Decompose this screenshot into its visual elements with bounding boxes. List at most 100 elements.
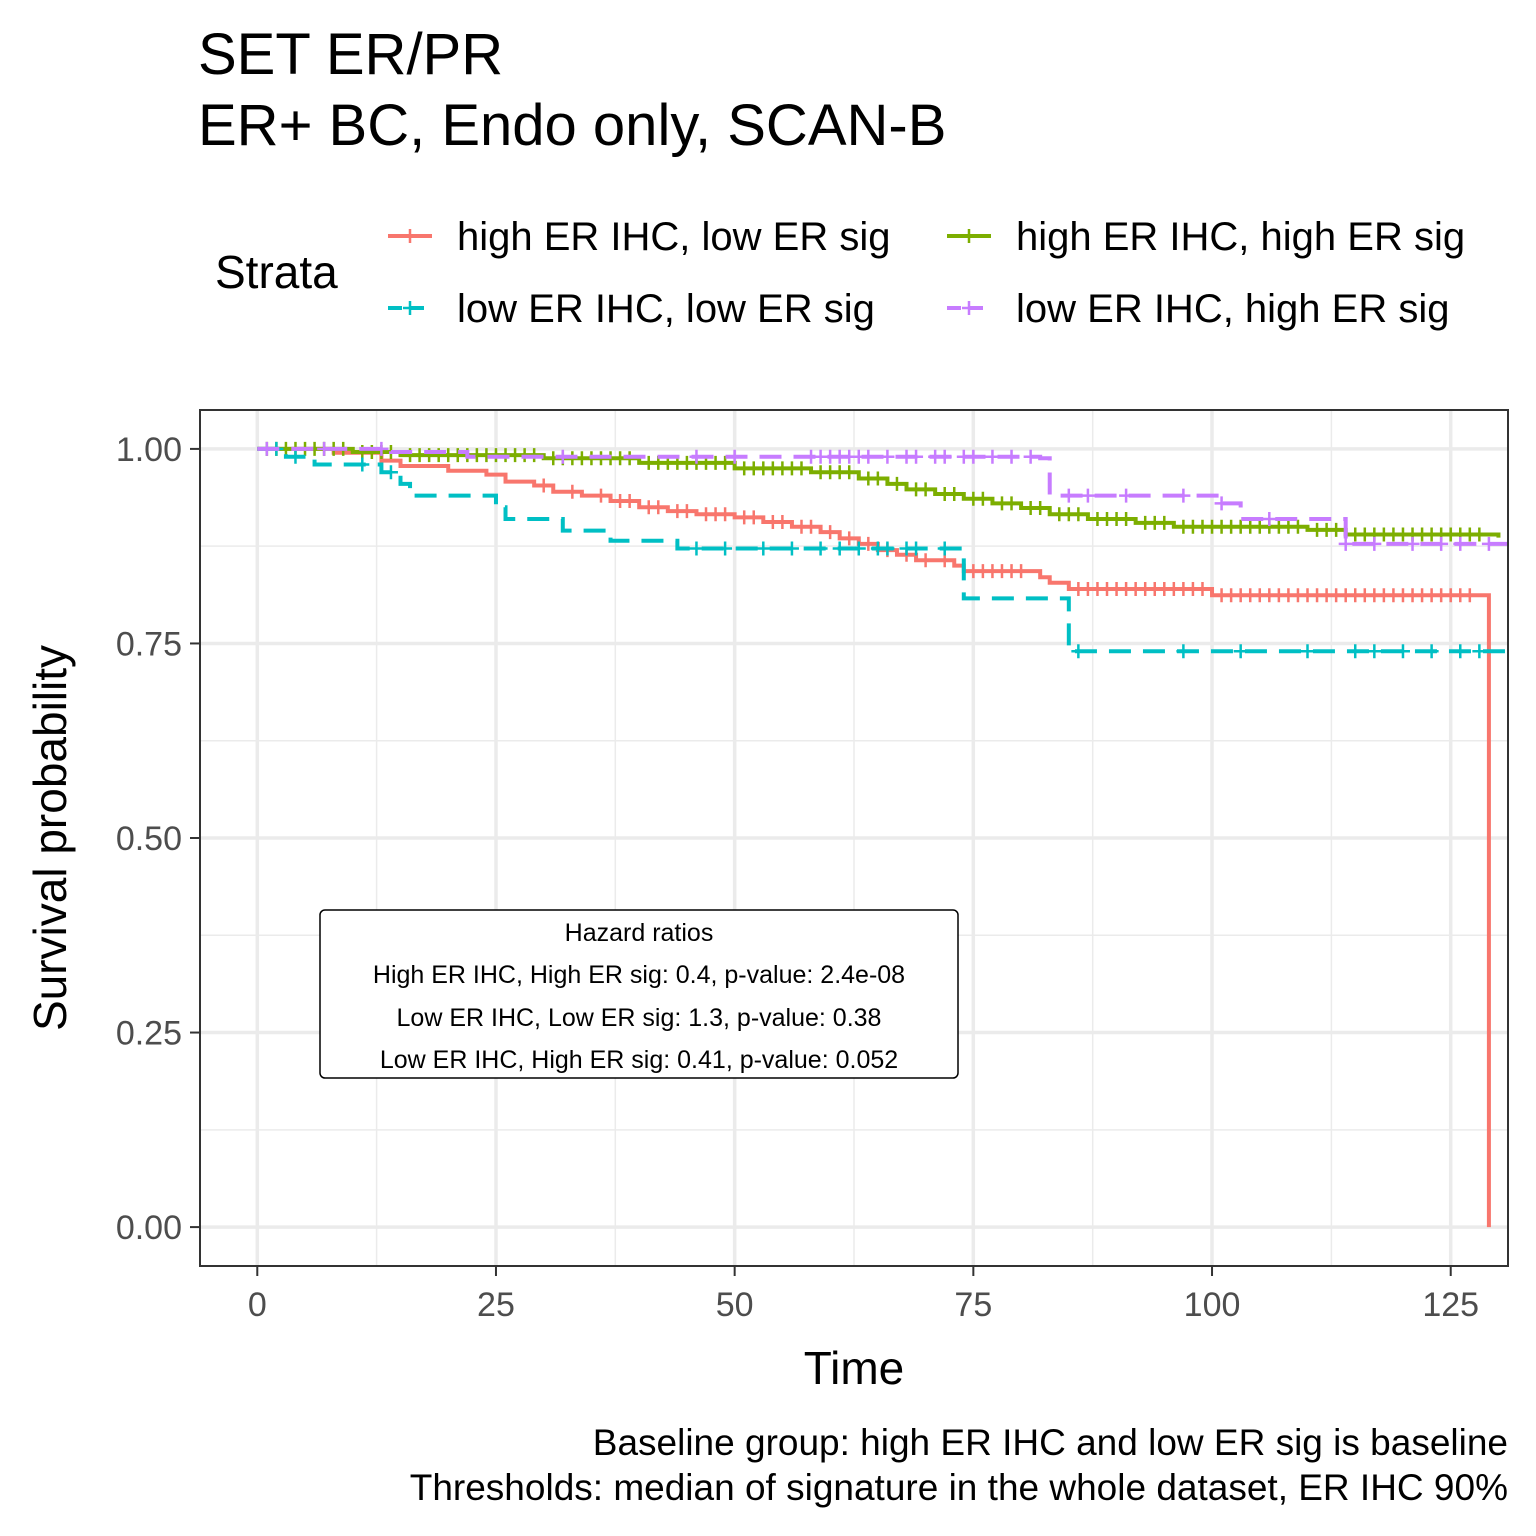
censor-mark bbox=[975, 491, 990, 506]
series-3 bbox=[257, 441, 1508, 551]
censor-mark bbox=[804, 519, 819, 534]
x-tick-label: 100 bbox=[1184, 1286, 1241, 1324]
legend-label: low ER IHC, high ER sig bbox=[1016, 287, 1449, 331]
censor-mark bbox=[784, 541, 799, 556]
censor-mark bbox=[1453, 644, 1468, 659]
y-axis: 0.00 0.25 0.50 0.75 1.00 bbox=[116, 431, 200, 1247]
censor-mark bbox=[718, 455, 733, 470]
legend: Strata high ER IHC, low ER sig high ER IH… bbox=[215, 215, 1465, 331]
series-layer bbox=[257, 441, 1508, 1228]
censor-mark bbox=[651, 500, 666, 515]
censor-mark bbox=[1481, 536, 1496, 551]
legend-label: low ER IHC, low ER sig bbox=[457, 287, 875, 331]
censor-mark bbox=[909, 449, 924, 464]
censor-mark bbox=[1004, 449, 1019, 464]
plot-panel bbox=[199, 409, 1509, 1267]
censor-mark bbox=[259, 441, 274, 456]
censor-mark bbox=[689, 541, 704, 556]
censor-mark bbox=[1300, 644, 1315, 659]
censor-mark bbox=[1472, 644, 1487, 659]
legend-label: high ER IHC, low ER sig bbox=[457, 215, 890, 259]
censor-mark bbox=[861, 449, 876, 464]
censor-mark bbox=[1195, 581, 1210, 596]
censor-mark bbox=[823, 525, 838, 540]
censor-mark bbox=[880, 541, 895, 556]
censor-mark bbox=[288, 449, 303, 464]
censor-mark bbox=[1434, 536, 1449, 551]
censor-mark bbox=[842, 465, 857, 480]
censor-mark bbox=[1004, 496, 1019, 511]
censor-mark bbox=[870, 471, 885, 486]
censor-mark bbox=[1061, 488, 1076, 503]
censor-mark bbox=[1157, 515, 1172, 530]
series-2 bbox=[257, 441, 1508, 659]
censor-mark bbox=[383, 465, 398, 480]
x-tick-label: 0 bbox=[248, 1286, 267, 1324]
censor-mark bbox=[918, 553, 933, 568]
x-axis-title: Time bbox=[804, 1342, 905, 1394]
legend-item-0: high ER IHC, low ER sig bbox=[388, 215, 890, 259]
censor-mark bbox=[1214, 496, 1229, 511]
censor-mark bbox=[727, 449, 742, 464]
censor-mark bbox=[536, 478, 551, 493]
censor-mark bbox=[1119, 488, 1134, 503]
censor-mark bbox=[1071, 644, 1086, 659]
annotation-title: Hazard ratios bbox=[565, 919, 714, 947]
censor-mark bbox=[1071, 507, 1086, 522]
censor-mark bbox=[985, 449, 1000, 464]
series-1 bbox=[257, 441, 1501, 542]
annotation-line-3: Low ER IHC, High ER sig: 0.41, p-value: … bbox=[380, 1046, 898, 1074]
censor-mark bbox=[794, 461, 809, 476]
chart-title-line-1: SET ER/PR bbox=[198, 22, 503, 87]
y-tick-label: 0.25 bbox=[116, 1015, 182, 1053]
censor-mark bbox=[880, 449, 895, 464]
censor-mark bbox=[1424, 644, 1439, 659]
censor-mark bbox=[317, 441, 332, 456]
censor-mark bbox=[1033, 501, 1048, 516]
y-tick-label: 1.00 bbox=[116, 431, 182, 469]
censor-mark bbox=[947, 487, 962, 502]
chart-title-line-2: ER+ BC, Endo only, SCAN-B bbox=[198, 93, 946, 158]
censor-mark bbox=[756, 541, 771, 556]
x-tick-label: 25 bbox=[477, 1286, 515, 1324]
censor-mark bbox=[966, 449, 981, 464]
censor-mark bbox=[842, 531, 857, 546]
censor-mark bbox=[889, 476, 904, 491]
legend-item-1: high ER IHC, high ER sig bbox=[947, 215, 1465, 259]
censor-mark bbox=[937, 541, 952, 556]
annotation-box bbox=[319, 909, 959, 1079]
censor-mark bbox=[1462, 588, 1477, 603]
legend-items: high ER IHC, low ER sig high ER IHC, high… bbox=[388, 215, 1465, 331]
censor-mark bbox=[1348, 644, 1363, 659]
legend-key-plus bbox=[962, 229, 976, 243]
y-axis-title: Survival probability bbox=[24, 645, 76, 1031]
annotation-line-2: Low ER IHC, Low ER sig: 1.3, p-value: 0.… bbox=[397, 1004, 882, 1032]
censor-mark bbox=[861, 536, 876, 551]
censor-mark bbox=[374, 441, 389, 456]
x-tick-label: 75 bbox=[954, 1286, 992, 1324]
y-tick-label: 0.75 bbox=[116, 625, 182, 663]
legend-title: Strata bbox=[215, 246, 338, 298]
censor-mark bbox=[1453, 536, 1468, 551]
censor-mark bbox=[1176, 644, 1191, 659]
censor-mark bbox=[1329, 522, 1344, 537]
annotation-line-1: High ER IHC, High ER sig: 0.4, p-value: … bbox=[373, 961, 905, 989]
censor-mark bbox=[1014, 564, 1029, 579]
censor-mark bbox=[1367, 644, 1382, 659]
censor-mark bbox=[1367, 536, 1382, 551]
censor-mark bbox=[355, 457, 370, 472]
censor-mark bbox=[718, 541, 733, 556]
censor-mark bbox=[565, 484, 580, 499]
censor-mark bbox=[1395, 644, 1410, 659]
legend-key-plus bbox=[403, 229, 417, 243]
censor-mark bbox=[1233, 644, 1248, 659]
censor-mark bbox=[1290, 519, 1305, 534]
censor-mark bbox=[813, 541, 828, 556]
legend-key-plus bbox=[962, 301, 976, 315]
censor-mark bbox=[851, 541, 866, 556]
censor-mark bbox=[622, 494, 637, 509]
censor-mark bbox=[937, 449, 952, 464]
censor-mark bbox=[1338, 536, 1353, 551]
legend-item-3: low ER IHC, high ER sig bbox=[947, 287, 1449, 331]
